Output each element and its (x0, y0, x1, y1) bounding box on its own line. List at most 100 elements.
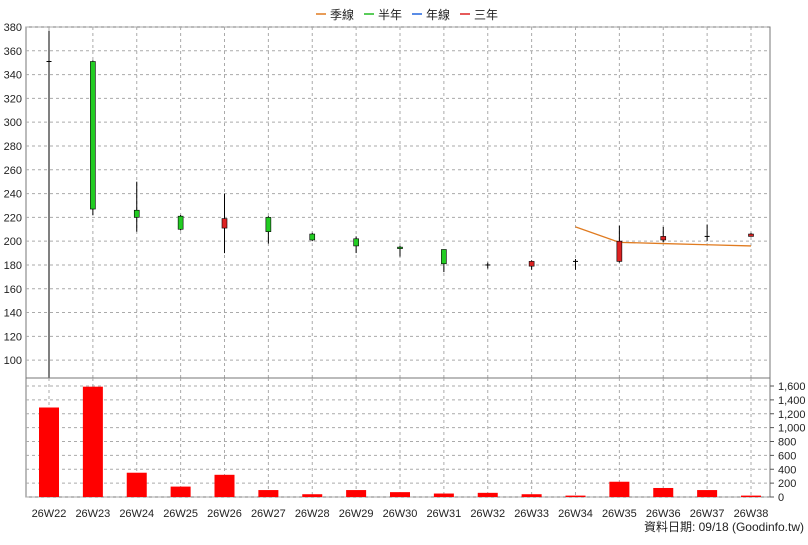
x-tick-label: 26W32 (470, 508, 505, 520)
candle (485, 262, 491, 269)
volume-bar (433, 493, 454, 497)
volume-tick-label: 600 (778, 450, 796, 462)
x-axis-labels: 26W22 26W23 26W24 26W25 26W26 26W27 26W28 26W29… (32, 508, 769, 520)
x-tick-label: 26W29 (339, 508, 374, 520)
x-tick-label: 26W37 (690, 508, 725, 520)
candle (133, 181, 140, 232)
ma-layer (575, 226, 752, 247)
volume-bar (126, 472, 147, 497)
volume-bar (477, 492, 498, 497)
candle (221, 193, 228, 254)
volume-tick-label: 0 (778, 492, 784, 504)
x-tick-label: 26W22 (32, 508, 67, 520)
candle-body (397, 246, 403, 249)
candle (573, 259, 578, 270)
legend-label: 年線 (426, 7, 450, 22)
candle (309, 232, 316, 242)
candle-body (528, 261, 535, 267)
volume-bar (302, 494, 323, 497)
volume-bar (697, 490, 718, 497)
candle (748, 232, 754, 237)
candle-body (90, 61, 96, 210)
x-tick-label: 26W27 (251, 508, 286, 520)
candle (528, 260, 535, 270)
price-tick-label: 320 (4, 93, 22, 105)
price-tick-label: 140 (4, 308, 22, 320)
x-tick-label: 26W26 (207, 508, 242, 520)
candle (704, 224, 710, 242)
volume-bar (346, 490, 367, 497)
x-tick-label: 26W28 (295, 508, 330, 520)
ma-quarter-line (575, 226, 752, 247)
price-tick-label: 160 (4, 284, 22, 296)
candle (441, 249, 447, 273)
x-tick-label: 26W34 (558, 508, 593, 520)
volume-tick-label: 1,200 (778, 409, 806, 421)
price-tick-label: 340 (4, 70, 22, 82)
x-tick-label: 26W24 (119, 508, 154, 520)
price-tick-label: 100 (4, 355, 22, 367)
x-tick-label: 26W33 (514, 508, 549, 520)
price-panel-frame (25, 26, 771, 379)
candle-body (441, 249, 447, 265)
x-tick-label: 26W25 (163, 508, 198, 520)
price-tick-label: 220 (4, 212, 22, 224)
candle-body (353, 238, 359, 247)
price-tick-label: 120 (4, 331, 22, 343)
volume-bar (521, 494, 542, 497)
candle-body (616, 240, 623, 262)
price-tick-label: 240 (4, 189, 22, 201)
candle (90, 60, 96, 215)
volume-bars (39, 386, 761, 497)
candle (660, 226, 667, 243)
legend: 季線 半年 年線 三年 (316, 7, 498, 22)
candle (353, 236, 359, 254)
volume-bar (39, 407, 59, 497)
volume-bar (741, 495, 761, 497)
price-tick-label: 260 (4, 165, 22, 177)
volume-bar (214, 474, 235, 497)
volume-bar (609, 481, 630, 497)
candles (46, 30, 754, 378)
candle-body (177, 215, 184, 230)
volume-tick-label: 400 (778, 464, 796, 476)
legend-label: 季線 (330, 7, 354, 22)
volume-tick-label: 1,400 (778, 395, 806, 407)
x-tick-label: 26W36 (646, 508, 681, 520)
candle-body (133, 209, 140, 218)
data-date-footer: 資料日期: 09/18 (Goodinfo.tw) (644, 520, 804, 534)
volume-bar (653, 487, 674, 497)
price-y-axis-ticks: 100 120 140 160 180 200 220 240 260 280 300 320 340 3… (4, 22, 22, 367)
price-tick-label: 380 (4, 22, 22, 34)
price-tick-label: 180 (4, 260, 22, 272)
volume-tick-label: 200 (778, 478, 796, 490)
candle-body (221, 218, 228, 229)
volume-bar (258, 490, 279, 497)
volume-bar (565, 495, 586, 497)
candle-body (265, 217, 272, 232)
candle (177, 214, 184, 231)
x-tick-label: 26W30 (383, 508, 418, 520)
candle (616, 225, 623, 263)
x-tick-label: 26W35 (602, 508, 637, 520)
volume-tick-label: 800 (778, 437, 796, 449)
candle-body (748, 233, 754, 237)
candle (265, 216, 272, 244)
x-tick-label: 26W38 (734, 508, 769, 520)
candle-body (660, 236, 667, 241)
volume-bar (390, 492, 410, 497)
price-tick-label: 300 (4, 117, 22, 129)
volume-bar (170, 486, 191, 497)
legend-label: 半年 (378, 8, 402, 22)
price-tick-label: 200 (4, 236, 22, 248)
candle (46, 30, 52, 378)
price-tick-label: 360 (4, 46, 22, 58)
x-tick-label: 26W23 (75, 508, 110, 520)
volume-tick-label: 1,600 (778, 381, 806, 393)
candle-body (309, 233, 316, 241)
x-tick-label: 26W31 (426, 508, 461, 520)
legend-label: 三年 (474, 8, 498, 22)
